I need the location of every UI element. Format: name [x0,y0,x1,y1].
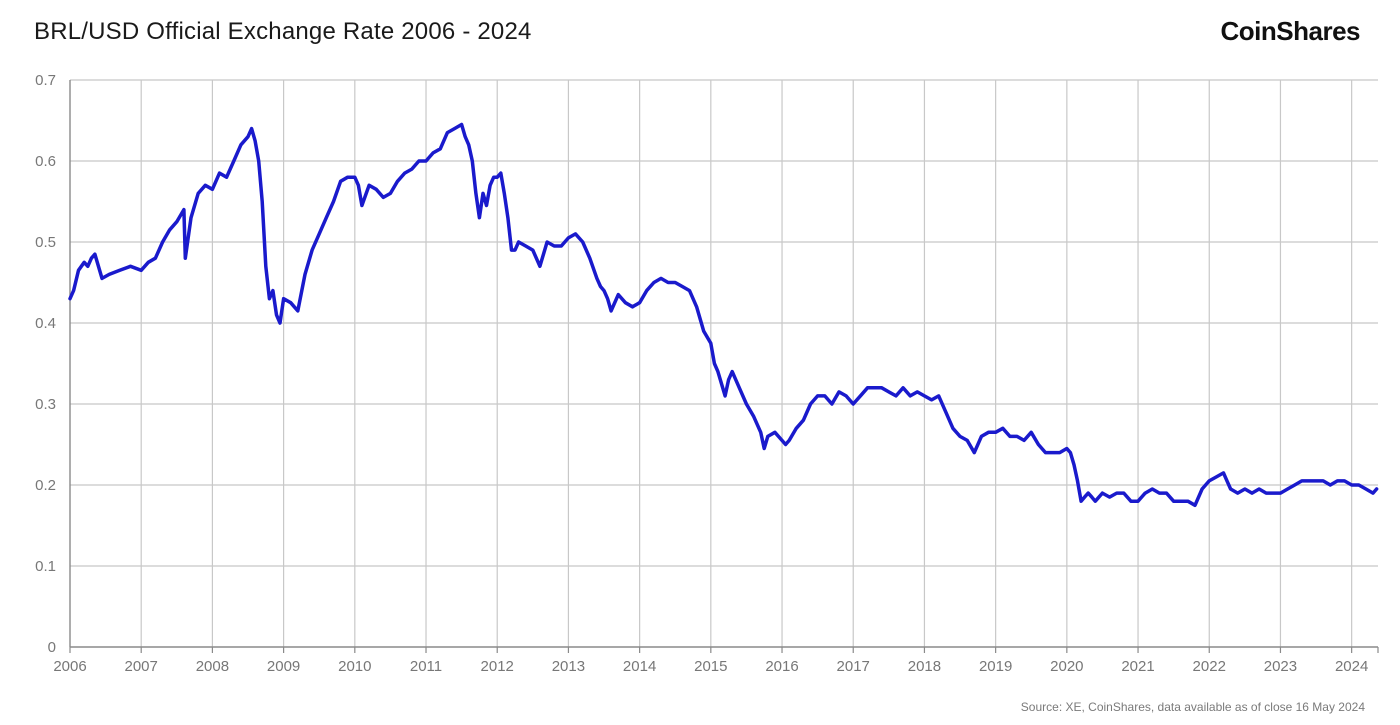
y-tick-label: 0.4 [35,315,56,332]
x-tick-label: 2015 [694,658,727,675]
x-tick-label: 2021 [1121,658,1154,675]
x-tick-label: 2008 [196,658,229,675]
x-tick-label: 2013 [552,658,585,675]
y-tick-label: 0.1 [35,558,56,575]
x-tick-label: 2020 [1050,658,1083,675]
y-tick-label: 0.3 [35,396,56,413]
axes [69,80,1379,653]
series-layer [68,122,1379,508]
x-tick-label: 2007 [125,658,158,675]
x-tick-label: 2011 [410,658,442,675]
x-tick-label: 2009 [267,658,300,675]
x-tick-label: 2010 [338,658,371,675]
grid-lines [70,79,1378,647]
x-tick-label: 2012 [481,658,514,675]
chart-title: BRL/USD Official Exchange Rate 2006 - 20… [34,18,532,45]
x-tick-label: 2019 [979,658,1012,675]
x-tick-label: 2022 [1193,658,1226,675]
x-tick-label: 2006 [53,658,86,675]
y-tick-label: 0.7 [35,72,56,89]
brand-logo: CoinShares [1220,16,1361,46]
x-tick-label: 2018 [908,658,941,675]
x-tick-label: 2017 [837,658,870,675]
tick-labels: 0 0.1 0.2 0.3 0.4 0.5 0.6 0.7 2006 2007 2008 2009 20… [35,72,1368,675]
x-tick-label: 2024 [1335,658,1368,675]
x-tick-label: 2016 [765,658,798,675]
y-tick-label: 0.2 [35,477,56,494]
y-tick-label: 0.6 [35,153,56,170]
x-tick-label: 2014 [623,658,656,675]
y-tick-label: 0 [48,639,56,656]
y-tick-label: 0.5 [35,234,56,251]
source-note: Source: XE, CoinShares, data available a… [1020,700,1365,714]
x-tick-label: 2023 [1264,658,1297,675]
series-line-brl-usd [68,122,1379,508]
